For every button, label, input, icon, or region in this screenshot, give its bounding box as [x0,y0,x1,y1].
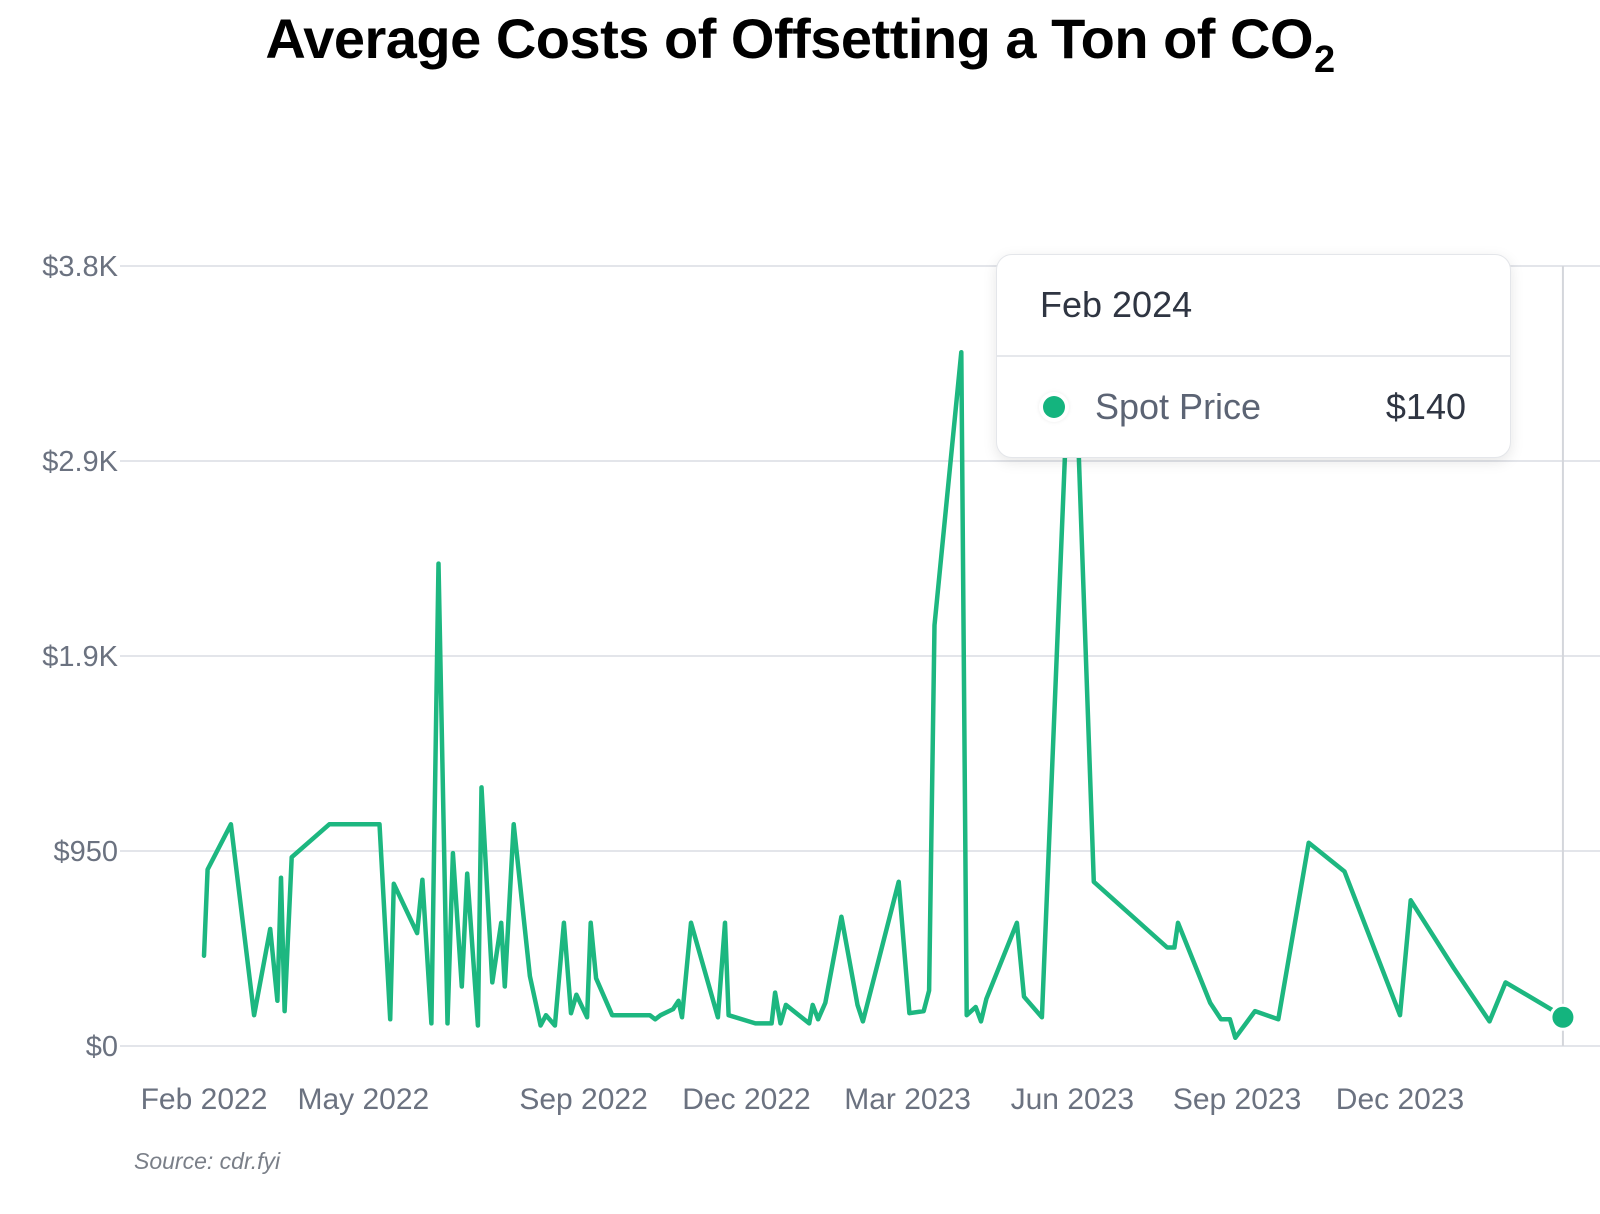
source-note: Source: cdr.fyi [134,1148,281,1174]
x-tick-label: Sep 2022 [519,1083,647,1116]
tooltip-series-dot [1043,396,1065,418]
x-axis-ticks: Feb 2022 May 2022 Sep 2022 Dec 2022 Mar 2023… [141,1083,1465,1116]
tooltip-row: Spot Price $140 [997,357,1510,457]
tooltip: Feb 2024 Spot Price $140 [996,254,1511,458]
tooltip-date: Feb 2024 [997,255,1510,357]
tooltip-series-label: Spot Price [1095,386,1262,427]
series-line-spot-price[interactable] [201,271,1566,1041]
x-tick-label: May 2022 [297,1083,429,1116]
x-tick-label: Feb 2022 [141,1083,268,1116]
x-tick-label: Dec 2023 [1336,1083,1464,1116]
x-tick-label: Sep 2023 [1173,1083,1301,1116]
x-tick-label: Mar 2023 [844,1083,971,1116]
x-tick-label: Jun 2023 [1011,1083,1134,1116]
active-data-point[interactable] [1549,1003,1577,1031]
chart-title-text: Average Costs of Offsetting a Ton of CO [265,7,1314,70]
chart-title: Average Costs of Offsetting a Ton of CO2 [0,6,1600,81]
y-tick-label: $3.8K [42,251,118,283]
chart-title-subscript: 2 [1314,39,1335,81]
y-tick-label: $0 [86,1031,118,1063]
y-tick-label: $2.9K [42,446,118,478]
gridlines [120,265,1600,1047]
tooltip-value: $140 [1385,386,1466,427]
x-tick-label: Dec 2022 [682,1083,810,1116]
y-tick-label: $950 [53,836,118,868]
y-axis-ticks: $0 $950 $1.9K $2.9K $3.8K [42,251,118,1063]
series-layer [201,271,1577,1041]
y-tick-label: $1.9K [42,641,118,673]
